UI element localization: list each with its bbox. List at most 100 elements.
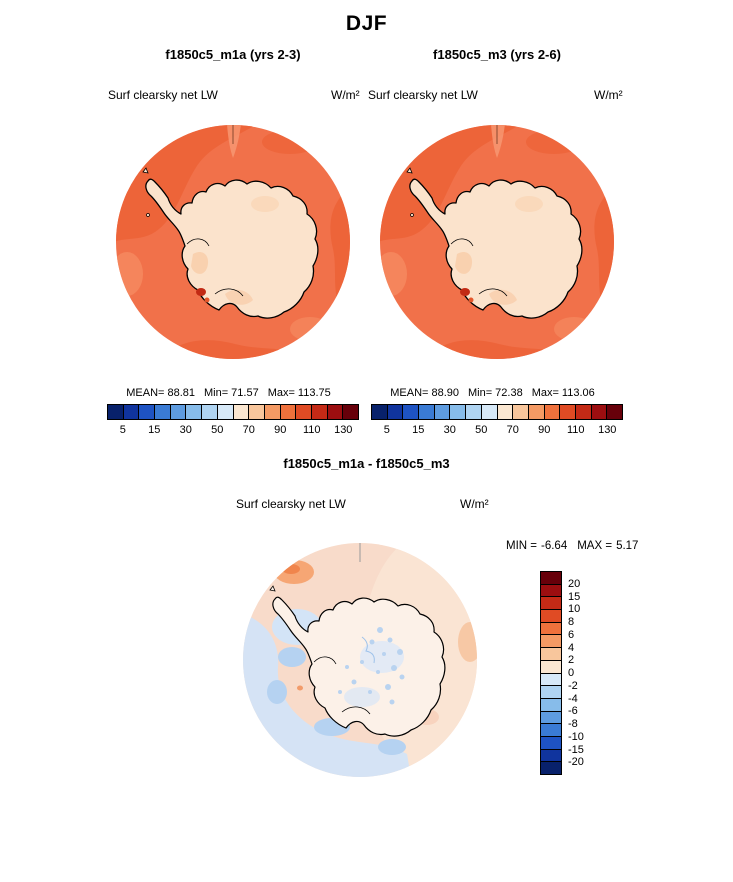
min-value: 71.57 (231, 387, 259, 399)
continent-blue-contour (361, 636, 375, 664)
diff-positive-dot (297, 685, 303, 691)
diff-negative-patch (278, 647, 306, 667)
colorbar-cell (541, 648, 561, 661)
diff-min-label: MIN = (506, 540, 537, 552)
colorbar-cell (170, 405, 187, 419)
diff-panel-title: f1850c5_m1a - f1850c5_m3 (283, 456, 450, 471)
hotspot-orange (204, 297, 210, 303)
colorbar-cell (372, 405, 388, 419)
colorbar-tick-label: 15 (412, 424, 425, 436)
colorbar-cell (123, 405, 140, 419)
ice-shelf-line (478, 288, 508, 297)
colorbar-tick-label: 20 (568, 577, 581, 590)
diff-negative-patch (267, 680, 287, 704)
colorbar-cell (217, 405, 234, 419)
colorbar-cell (541, 736, 561, 750)
continent-mid-patch (225, 289, 253, 305)
colorbar-tick-label: 5 (383, 424, 390, 436)
colorbar-tick-label: 50 (475, 424, 488, 436)
continent-mid-patch (455, 251, 473, 274)
ice-shelf-line (214, 288, 244, 297)
continent-mid-patch (515, 196, 543, 212)
colorbar-tick-label: 10 (568, 603, 581, 616)
ocean-dark-patch (526, 130, 582, 154)
mean-label: MEAN= (390, 387, 429, 399)
colorbar-tick-label: 4 (568, 641, 575, 654)
max-label: Max= (267, 387, 295, 399)
continent-blue-mottle (344, 687, 380, 707)
ocean-light-patch (227, 125, 241, 158)
continent-blue-mottle (360, 641, 404, 673)
colorbar-cell (155, 405, 171, 419)
colorbar-cell (419, 405, 435, 419)
colorbar-tick-label: -6 (568, 705, 578, 718)
island (269, 585, 276, 592)
max-value: 113.75 (297, 387, 331, 399)
ocean-light-patch (554, 317, 594, 341)
colorbar-cell (343, 405, 358, 419)
colorbar-absolute-right: 5 15 30 50 70 90 110 130 (371, 404, 623, 436)
max-value: 113.06 (561, 387, 595, 399)
polar-map-m1a (115, 124, 351, 360)
continent-mid-patch (251, 196, 279, 212)
colorbar-cell (139, 405, 156, 419)
polar-map-m1a-svg (116, 125, 350, 359)
colorbar-tick-label: -15 (568, 743, 584, 756)
diff-negative-region (243, 612, 412, 777)
mean-value: 88.81 (167, 387, 195, 399)
field-label-m1a: Surf clearsky net LW (108, 88, 218, 102)
colorbar-tick-label: 110 (566, 424, 585, 436)
mean-value: 88.90 (431, 387, 459, 399)
colorbar-cell (575, 405, 592, 419)
ocean-light-patch (290, 317, 330, 341)
colorbar-tick-label: 50 (211, 424, 224, 436)
polar-map-difference (242, 542, 478, 778)
colorbar-cells (371, 404, 623, 420)
antarctica-coastline (145, 178, 319, 319)
colorbar-cell (403, 405, 420, 419)
min-value: 72.38 (495, 387, 523, 399)
stats-line-m1a: MEAN= 88.81 Min= 71.57 Max= 113.75 (103, 387, 363, 399)
min-label: Min= (468, 387, 493, 399)
polar-map-diff-svg (243, 543, 477, 777)
colorbar-cell (327, 405, 344, 419)
colorbar-tick-label: 30 (443, 424, 456, 436)
colorbar-cell (296, 405, 312, 419)
colorbar-tick-label: 90 (538, 424, 551, 436)
colorbar-cell (249, 405, 265, 419)
ice-shelf-line (450, 238, 474, 247)
colorbar-cell (607, 405, 622, 419)
colorbar-cells (540, 571, 562, 775)
colorbar-tick-label: 30 (179, 424, 192, 436)
ice-shelf-line (313, 656, 337, 665)
page-title: DJF (345, 12, 388, 35)
diff-field-label: Surf clearsky net LW (236, 497, 346, 511)
colorbar-cell (264, 405, 281, 419)
continent-mid-patch (489, 289, 517, 305)
colorbar-cell (541, 597, 561, 611)
polar-map-m3 (379, 124, 615, 360)
colorbar-cell (560, 405, 576, 419)
diff-min-value: -6.64 (541, 540, 568, 552)
ice-shelf-line (186, 238, 210, 247)
diff-minmax-line: MIN = -6.64 MAX = 5.17 (506, 540, 648, 552)
colorbar-tick-label: -20 (568, 756, 584, 769)
colorbar-tick-label: -2 (568, 679, 578, 692)
colorbar-tick-label: 15 (148, 424, 161, 436)
colorbar-cell (233, 405, 250, 419)
colorbar-cell (541, 673, 561, 687)
colorbar-cell (497, 405, 514, 419)
colorbar-cell (541, 610, 561, 623)
colorbar-cell (541, 762, 561, 774)
island (142, 167, 149, 174)
colorbar-cell (450, 405, 467, 419)
colorbar-tick-label: -10 (568, 730, 584, 743)
stats-line-m3: MEAN= 88.90 Min= 72.38 Max= 113.06 (367, 387, 627, 399)
diff-max-label: MAX = (577, 540, 613, 552)
colorbar-cell (481, 405, 498, 419)
continent-mid-patch (191, 251, 209, 274)
max-label: Max= (531, 387, 559, 399)
colorbar-cell (541, 635, 561, 649)
colorbar-absolute-left: 5 15 30 50 70 90 110 130 (107, 404, 359, 436)
